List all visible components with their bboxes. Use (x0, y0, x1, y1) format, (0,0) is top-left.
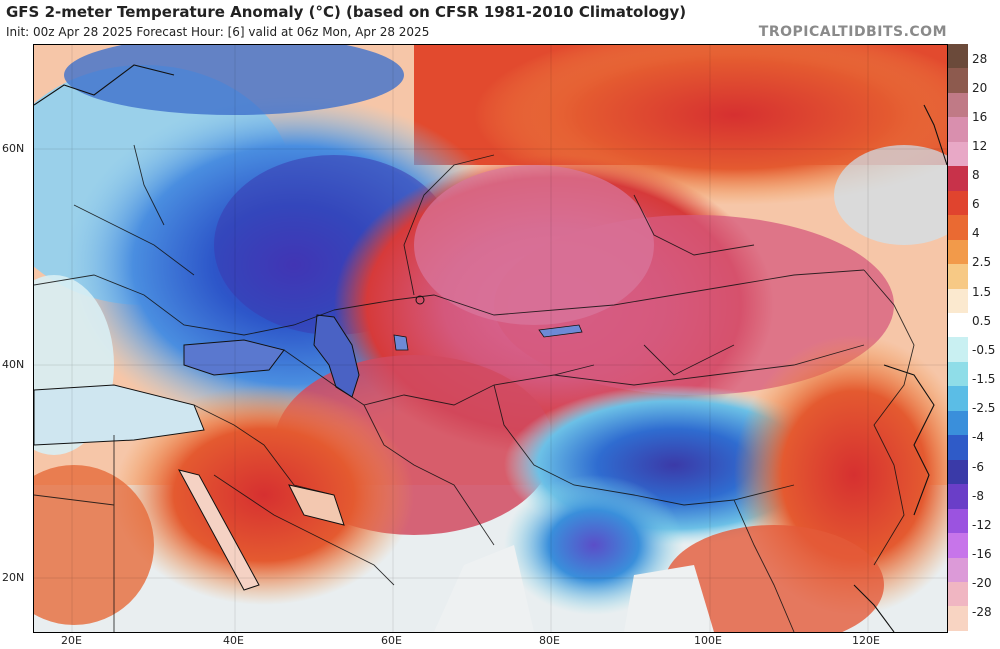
colorbar-swatch (948, 581, 968, 607)
forecast-info: Init: 00z Apr 28 2025 Forecast Hour: [6]… (6, 25, 430, 39)
color-scale-bar (948, 44, 968, 631)
colorbar-label: -6 (972, 460, 984, 474)
colorbar-label: 16 (972, 110, 988, 124)
colorbar-swatch (948, 533, 968, 558)
lat-label-60n: 60N (2, 142, 25, 155)
colorbar-swatch (948, 435, 968, 460)
colorbar-swatch (948, 44, 968, 69)
colorbar-label: 6 (972, 197, 980, 211)
colorbar-label: -4 (972, 430, 984, 444)
lat-label-20n: 20N (2, 571, 25, 584)
colorbar-swatch (948, 312, 968, 338)
colorbar-label: -0.5 (972, 343, 996, 357)
colorbar-label: -16 (972, 547, 992, 561)
lon-label-80e: 80E (539, 634, 560, 647)
colorbar-label: -28 (972, 605, 992, 619)
colorbar-swatch (948, 288, 968, 313)
colorbar-swatch (948, 92, 968, 118)
colorbar-swatch (948, 141, 968, 167)
lon-label-100e: 100E (694, 634, 722, 647)
colorbar-swatch (948, 410, 968, 436)
colorbar-label: 20 (972, 81, 988, 95)
colorbar-label: 12 (972, 139, 988, 153)
colorbar-swatch (948, 117, 968, 142)
colorbar-swatch (948, 459, 968, 485)
lon-label-60e: 60E (381, 634, 402, 647)
colorbar-swatch (948, 508, 968, 534)
colorbar-swatch (948, 606, 968, 631)
map-title: GFS 2-meter Temperature Anomaly (°C) (ba… (6, 3, 687, 21)
colorbar-label: 0.5 (972, 314, 992, 328)
lon-label-40e: 40E (223, 634, 244, 647)
colorbar-label: -8 (972, 489, 984, 503)
colorbar-swatch (948, 190, 968, 216)
colorbar-swatch (948, 386, 968, 411)
colorbar-label: 4 (972, 226, 980, 240)
colorbar-swatch (948, 215, 968, 240)
colorbar-swatch (948, 166, 968, 191)
colorbar-label: 1.5 (972, 285, 992, 299)
colorbar-swatch (948, 68, 968, 93)
colorbar-label: 28 (972, 52, 988, 66)
colorbar-swatch (948, 361, 968, 387)
lat-label-40n: 40N (2, 358, 25, 371)
colorbar-swatch (948, 484, 968, 509)
colorbar-swatch (948, 337, 968, 362)
lon-label-20e: 20E (61, 634, 82, 647)
colorbar-swatch (948, 239, 968, 265)
colorbar-label: -12 (972, 518, 992, 532)
colorbar-swatch (948, 557, 968, 582)
brand-watermark: TROPICALTIDBITS.COM (758, 24, 947, 40)
colorbar-label: 2.5 (972, 255, 992, 269)
temperature-anomaly-map[interactable] (33, 44, 948, 633)
colorbar-label: -20 (972, 576, 992, 590)
colorbar-label: -1.5 (972, 372, 996, 386)
colorbar-label: -2.5 (972, 401, 996, 415)
lon-label-120e: 120E (852, 634, 880, 647)
colorbar-label: 8 (972, 168, 980, 182)
colorbar-swatch (948, 264, 968, 289)
